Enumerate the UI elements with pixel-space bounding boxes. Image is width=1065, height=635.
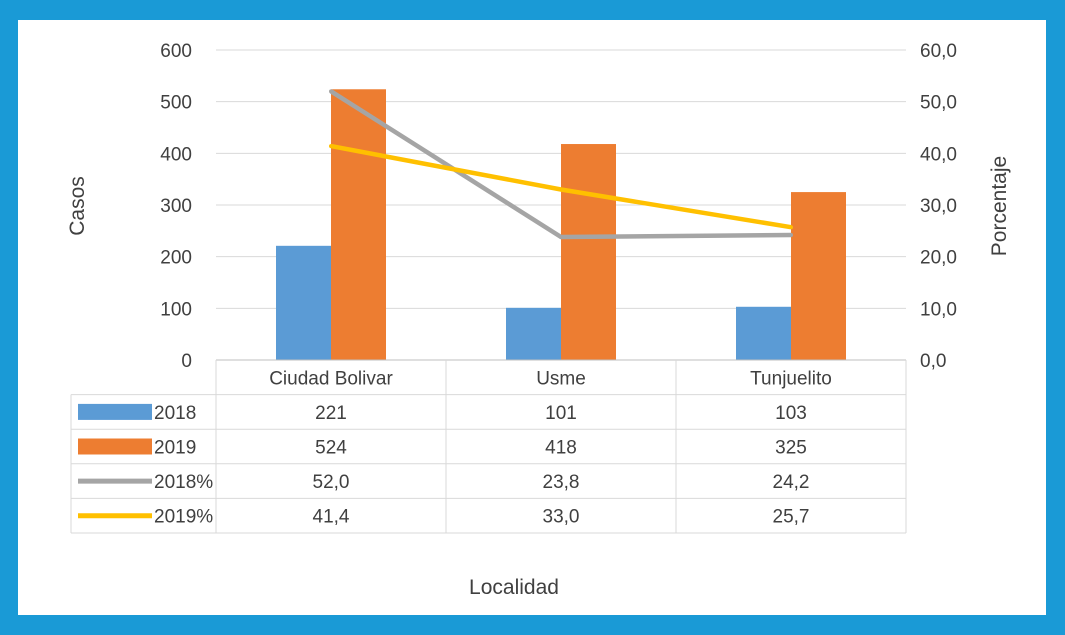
point-2018%: [559, 235, 563, 240]
y-tick-label: 0: [181, 351, 192, 372]
category-label: Tunjuelito: [750, 368, 832, 389]
x-axis-title: Localidad: [469, 576, 559, 599]
bar-2019: [331, 89, 386, 361]
y-tick-label: 300: [160, 196, 192, 217]
table-cell: 101: [545, 403, 577, 424]
table-cell: 52,0: [313, 472, 350, 493]
chart-panel: 0 100 200 300 400 500 600 0,0 10,0 20,0 30,0 40,0 50…: [18, 20, 1046, 615]
legend-key-2019: [78, 438, 152, 455]
bar-2019: [791, 192, 846, 360]
legend-label: 2019: [154, 438, 196, 459]
category-label: Usme: [536, 368, 586, 389]
bar-2018: [736, 306, 791, 360]
point-2019%: [789, 225, 793, 230]
y-axis-title: Casos: [66, 176, 89, 236]
y2-tick-label: 60,0: [920, 41, 957, 62]
y-tick-label: 200: [160, 248, 192, 269]
y2-tick-label: 40,0: [920, 144, 957, 165]
y2-axis-title: Porcentaje: [988, 156, 1011, 256]
table-cell: 524: [315, 438, 347, 459]
y2-tick-label: 20,0: [920, 248, 957, 269]
table-cell: 33,0: [543, 507, 580, 528]
category-label: Ciudad Bolivar: [269, 368, 393, 389]
y-tick-label: 100: [160, 299, 192, 320]
y-tick-label: 400: [160, 144, 192, 165]
table-cell: 24,2: [773, 472, 810, 493]
legend-label: 2019%: [154, 507, 213, 528]
table-cell: 325: [775, 438, 807, 459]
y2-tick-label: 50,0: [920, 93, 957, 114]
point-2019%: [329, 144, 333, 149]
bar-2019: [561, 144, 616, 360]
y2-tick-label: 10,0: [920, 299, 957, 320]
table-cell: 221: [315, 403, 347, 424]
bar-2018: [506, 307, 561, 360]
y2-tick-label: 0,0: [920, 351, 946, 372]
bar-2018: [276, 245, 331, 360]
y-tick-label: 600: [160, 41, 192, 62]
point-2018%: [329, 89, 333, 94]
table-cell: 103: [775, 403, 807, 424]
table-cell: 23,8: [543, 472, 580, 493]
combo-chart: 0 100 200 300 400 500 600 0,0 10,0 20,0 30,0 40,0 50…: [66, 41, 1011, 599]
legend-label: 2018%: [154, 472, 213, 493]
legend-label: 2018: [154, 403, 196, 424]
table-cell: 25,7: [773, 507, 810, 528]
y-tick-label: 500: [160, 93, 192, 114]
point-2019%: [559, 187, 563, 192]
table-cell: 418: [545, 438, 577, 459]
point-2018%: [789, 232, 793, 237]
table-cell: 41,4: [313, 507, 350, 528]
y2-tick-label: 30,0: [920, 196, 957, 217]
legend-key-2018: [78, 403, 152, 420]
